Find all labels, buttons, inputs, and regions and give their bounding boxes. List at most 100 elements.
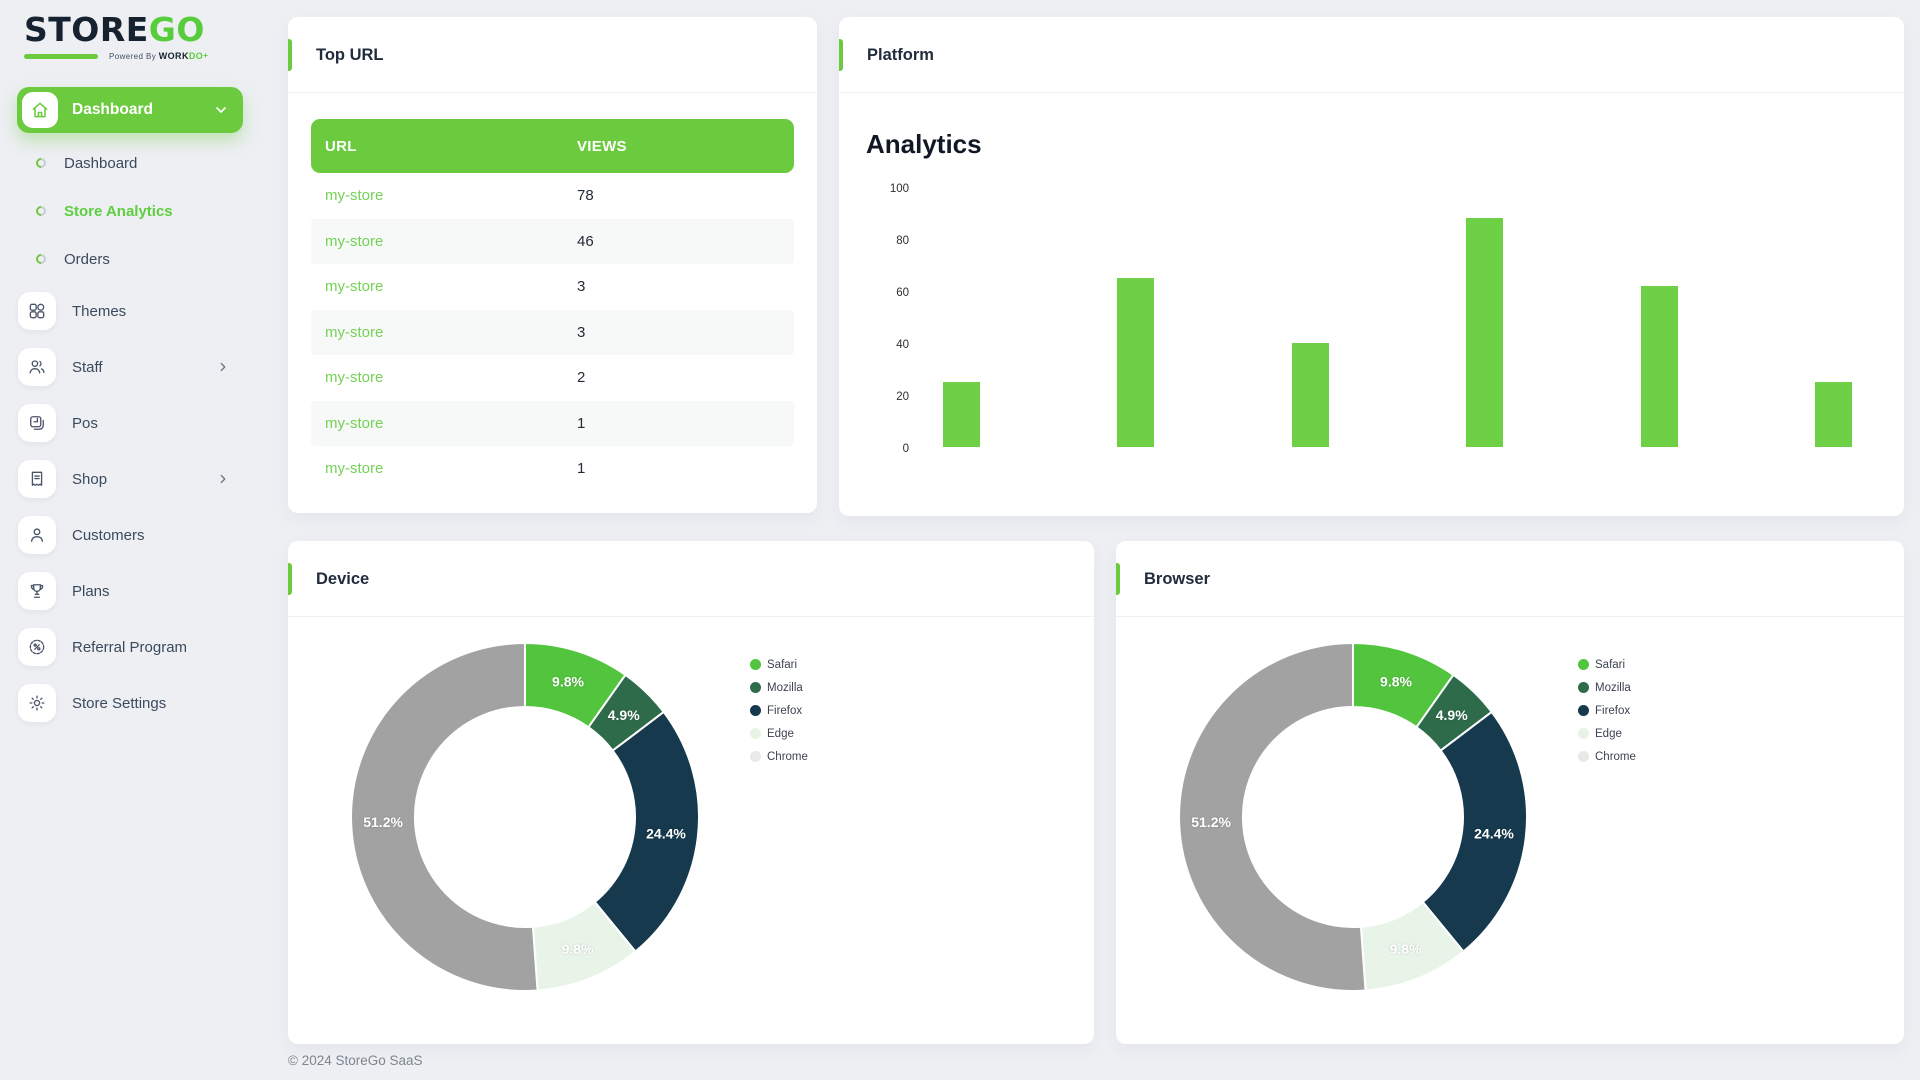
device-header: Device (288, 541, 1094, 617)
sidebar-item-store-analytics[interactable]: Store Analytics (0, 187, 270, 235)
analytics-bar-chart: 0 20 40 60 80 100 (867, 169, 1880, 455)
url-link[interactable]: my-store (325, 187, 384, 205)
donut-slice-label: 24.4% (646, 826, 686, 842)
legend-item-edge[interactable]: Edge (750, 722, 808, 745)
bar-plot-area (927, 187, 1868, 447)
accent-bar (839, 39, 843, 71)
y-tick-label: 40 (896, 339, 909, 351)
donut-slice-label: 51.2% (363, 814, 403, 830)
bullet-ring-icon (33, 251, 49, 267)
y-tick-label: 80 (896, 235, 909, 247)
legend-dot (750, 705, 761, 716)
themes-grid-icon (18, 292, 56, 330)
donut-slice-label: 4.9% (1436, 707, 1468, 723)
legend-item-safari[interactable]: Safari (1578, 653, 1636, 676)
sidebar-item-store-settings[interactable]: Store Settings (0, 675, 270, 731)
top-url-table: URL VIEWS my-store 78 my-store 46 my-store 3 m… (311, 119, 794, 492)
views-value: 1 (577, 460, 586, 478)
sidebar-group-dashboard[interactable]: Dashboard (17, 87, 243, 133)
table-row: my-store 78 (311, 173, 794, 219)
legend-dot (750, 751, 761, 762)
sidebar-item-orders[interactable]: Orders (0, 235, 270, 283)
url-link[interactable]: my-store (325, 414, 384, 432)
donut-slice-chrome (350, 642, 539, 992)
bar (1117, 278, 1155, 447)
donut-slice-label: 9.8% (1380, 674, 1412, 690)
views-value: 3 (577, 278, 586, 296)
views-value: 2 (577, 369, 586, 387)
analytics-chart-title: Analytics (866, 129, 982, 159)
legend-item-chrome[interactable]: Chrome (1578, 745, 1636, 768)
bullet-ring-icon (33, 203, 49, 219)
platform-title: Platform (867, 46, 934, 64)
url-link[interactable]: my-store (325, 369, 384, 387)
col-header-url: URL (325, 137, 357, 155)
customer-person-icon (18, 516, 56, 554)
table-row: my-store 3 (311, 309, 794, 355)
donut-slice-firefox (1421, 710, 1528, 953)
sidebar-item-plans[interactable]: Plans (0, 563, 270, 619)
legend-item-safari[interactable]: Safari (750, 653, 808, 676)
legend-label: Edge (1595, 727, 1622, 740)
sidebar-item-dashboard[interactable]: Dashboard (0, 139, 270, 187)
sidebar-subnav: Dashboard Store Analytics Orders (0, 139, 270, 283)
copyright-text: © 2024 StoreGo SaaS (288, 1053, 423, 1068)
donut-slice-label: 24.4% (1474, 826, 1514, 842)
table-header-row: URL VIEWS (311, 119, 794, 173)
gear-icon (18, 684, 56, 722)
legend-item-mozilla[interactable]: Mozilla (750, 676, 808, 699)
y-tick-label: 60 (896, 287, 909, 299)
donut-slice-chrome (1178, 642, 1367, 992)
url-link[interactable]: my-store (325, 460, 384, 478)
bar (1466, 218, 1504, 447)
legend-item-firefox[interactable]: Firefox (750, 699, 808, 722)
accent-bar (288, 563, 292, 595)
y-tick-label: 0 (902, 443, 909, 455)
legend-label: Mozilla (767, 681, 803, 694)
donut-slice-label: 4.9% (608, 707, 640, 723)
url-link[interactable]: my-store (325, 278, 384, 296)
views-value: 46 (577, 232, 594, 250)
donut-slice-label: 9.8% (562, 941, 594, 957)
donut-slice-label: 9.8% (1390, 941, 1422, 957)
top-url-header: Top URL (288, 17, 817, 93)
sidebar-item-staff[interactable]: Staff (0, 339, 270, 395)
legend-label: Chrome (1595, 750, 1636, 763)
legend-item-mozilla[interactable]: Mozilla (1578, 676, 1636, 699)
sidebar-item-referral-program[interactable]: Referral Program (0, 619, 270, 675)
sidebar-item-pos[interactable]: Pos (0, 395, 270, 451)
browser-chart-body: 9.8% 4.9% 24.4% 9.8% 51.2% Safari Mozilla Fire… (1116, 617, 1904, 1043)
url-link[interactable]: my-store (325, 232, 384, 250)
browser-title: Browser (1144, 570, 1211, 588)
brand-logo[interactable]: STOREGO Powered By WORKDO+ (24, 10, 208, 61)
legend-dot (750, 728, 761, 739)
sidebar-item-themes[interactable]: Themes (0, 283, 270, 339)
brand-logo-text: STOREGO (24, 10, 205, 49)
legend-item-edge[interactable]: Edge (1578, 722, 1636, 745)
donut-slice-label: 51.2% (1191, 814, 1231, 830)
legend-item-chrome[interactable]: Chrome (750, 745, 808, 768)
legend-dot (750, 659, 761, 670)
accent-bar (288, 39, 292, 71)
top-url-card: Top URL URL VIEWS my-store 78 my-store 46 my… (288, 17, 817, 513)
device-card: Device 9.8% 4.9% 24.4% 9.8% 51.2% Safari Mozi… (288, 541, 1094, 1044)
sidebar-mainnav: Themes Staff Pos S (0, 283, 270, 731)
y-tick-label: 100 (889, 183, 909, 195)
views-value: 1 (577, 414, 586, 432)
legend-label: Safari (767, 658, 798, 671)
legend-item-firefox[interactable]: Firefox (1578, 699, 1636, 722)
sidebar-group-label: Dashboard (72, 101, 153, 118)
trophy-icon (18, 572, 56, 610)
sidebar-item-shop[interactable]: Shop (0, 451, 270, 507)
browser-legend: Safari Mozilla Firefox Edge Chrome (1578, 653, 1636, 768)
chevron-down-icon (213, 102, 229, 118)
top-url-title: Top URL (316, 46, 384, 64)
col-header-views: VIEWS (577, 137, 627, 155)
device-chart-body: 9.8% 4.9% 24.4% 9.8% 51.2% Safari Mozilla Fire… (288, 617, 1094, 1043)
legend-dot (750, 682, 761, 693)
url-link[interactable]: my-store (325, 323, 384, 341)
platform-header: Platform (839, 17, 1904, 93)
sidebar-item-customers[interactable]: Customers (0, 507, 270, 563)
legend-dot (1578, 751, 1589, 762)
